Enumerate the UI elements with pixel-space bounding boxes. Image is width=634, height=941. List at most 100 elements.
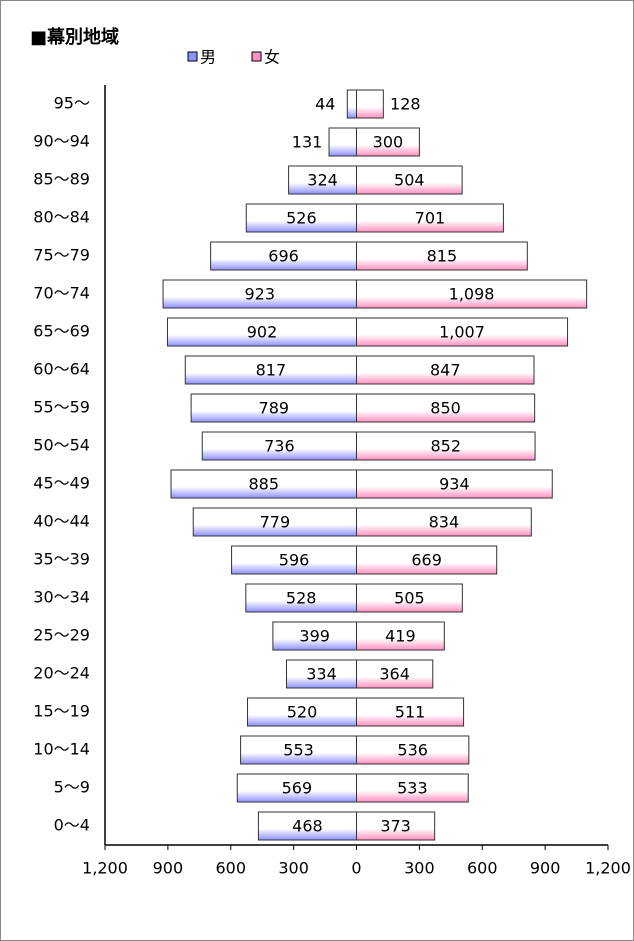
bar [247,697,357,727]
data-label: 553 [283,741,314,760]
data-label: 324 [307,171,338,190]
chart-title: ■幕別地域 [30,26,119,48]
bar [166,317,357,347]
data-label: 520 [287,703,318,722]
bar [245,203,358,233]
y-tick-label: 45～49 [33,474,90,493]
data-label: 526 [286,209,317,228]
data-label: 419 [385,627,416,646]
data-label: 850 [430,399,461,418]
bar [356,811,436,841]
bar [356,89,384,119]
bar [356,469,553,499]
y-tick-label: 70～74 [33,284,90,303]
bar [272,621,357,651]
data-label: 1,098 [449,285,495,304]
y-tick-label: 75～79 [33,246,90,265]
y-tick-label: 95～ [54,94,90,113]
data-label: 505 [394,589,425,608]
data-label: 669 [411,551,442,570]
y-tick-label: 30～34 [33,588,90,607]
data-label: 1,007 [439,323,485,342]
x-tick-label: 300 [278,859,309,878]
bar [210,241,357,271]
data-label: 596 [279,551,310,570]
y-tick-label: 55～59 [33,398,90,417]
bar [356,393,536,423]
data-label: 504 [394,171,425,190]
bar [201,431,357,461]
y-tick-label: 90～94 [33,132,90,151]
data-label: 847 [430,361,461,380]
data-label: 701 [415,209,446,228]
x-tick-label: 600 [215,859,246,878]
bar [170,469,357,499]
bar [356,241,528,271]
bar [356,127,420,157]
data-label: 736 [264,437,295,456]
data-label: 364 [379,665,410,684]
y-tick-label: 80～84 [33,208,90,227]
bar [346,89,357,119]
bar [236,773,357,803]
bar [328,127,358,157]
data-label: 44 [315,95,335,114]
x-tick-label: 300 [404,859,435,878]
bar [356,773,469,803]
y-tick-label: 85～89 [33,170,90,189]
data-label: 779 [260,513,291,532]
y-tick-label: 60～64 [33,360,90,379]
data-label: 511 [395,703,426,722]
bar [356,431,536,461]
y-tick-label: 40～44 [33,512,90,531]
bar [231,545,357,575]
data-label: 399 [299,627,330,646]
bar [356,659,434,689]
y-tick-label: 5～9 [54,778,90,797]
bar [356,583,463,613]
x-tick-label: 1,200 [82,859,128,878]
y-tick-label: 20～24 [33,664,90,683]
data-label: 923 [245,285,276,304]
y-tick-label: 10～14 [33,740,90,759]
data-label: 131 [292,133,323,152]
legend-swatch [187,51,198,62]
data-label: 300 [373,133,404,152]
bar [190,393,357,423]
legend-swatch [251,51,262,62]
data-label: 817 [256,361,287,380]
bar [356,279,588,309]
x-tick-label: 600 [467,859,498,878]
data-label: 934 [439,475,470,494]
data-label: 902 [247,323,278,342]
bar [356,697,465,727]
bar [245,583,357,613]
data-label: 533 [397,779,428,798]
data-label: 696 [268,247,299,266]
y-tick-label: 35～39 [33,550,90,569]
bar [356,355,535,385]
bar [356,203,504,233]
bar [162,279,357,309]
x-tick-label: 0 [351,859,361,878]
data-label: 128 [390,95,421,114]
bar [356,735,470,765]
x-tick-label: 900 [153,859,184,878]
y-tick-label: 25～29 [33,626,90,645]
bar [356,545,498,575]
data-label: 885 [248,475,279,494]
data-label: 834 [429,513,460,532]
data-label: 852 [431,437,462,456]
x-tick-label: 1,200 [585,859,631,878]
data-label: 569 [282,779,313,798]
y-tick-label: 0～4 [54,816,90,835]
data-label: 528 [286,589,317,608]
data-label: 373 [380,817,411,836]
legend-label: 男 [200,48,216,67]
bar [356,621,445,651]
data-label: 334 [306,665,337,684]
bar [356,165,463,195]
bar [192,507,357,537]
data-label: 536 [397,741,428,760]
